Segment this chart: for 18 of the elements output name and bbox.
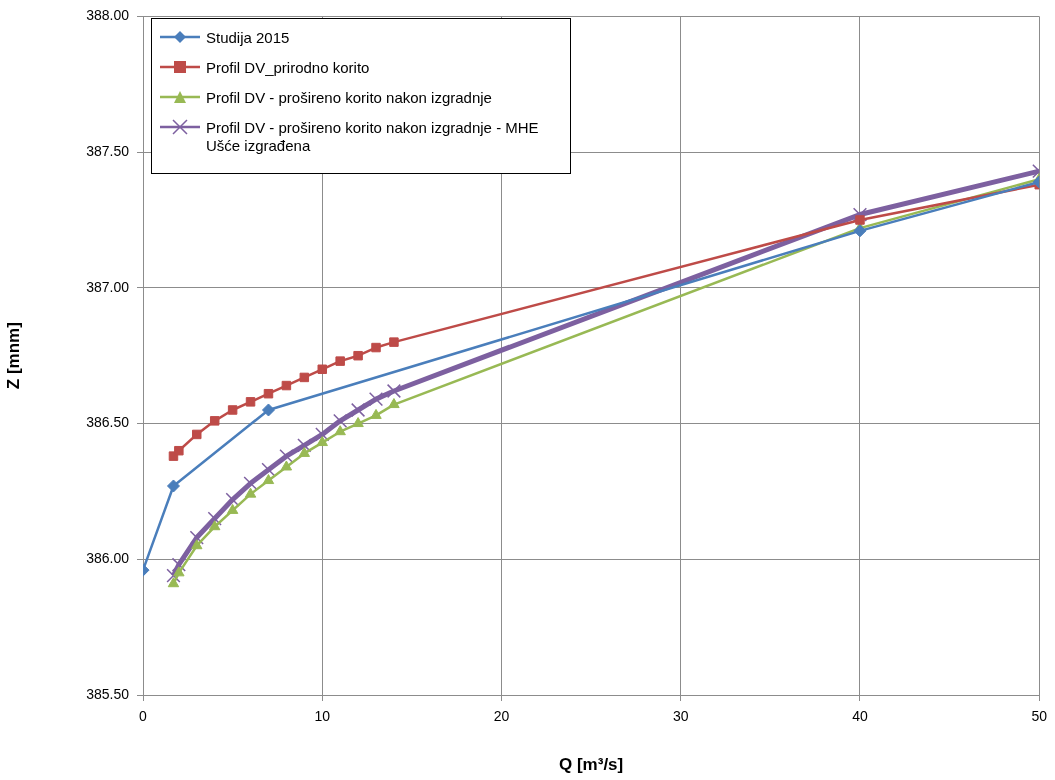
- legend-label: Studija 2015: [206, 29, 290, 48]
- legend-label: Profil DV - prošireno korito nakon izgradnje - MHE Ušće izgrađena: [206, 119, 540, 156]
- legend-label: Profil DV_prirodno korito: [206, 59, 370, 78]
- y-tick-label: 387.50: [86, 142, 130, 159]
- y-axis-title: Z [mnm]: [3, 322, 23, 390]
- x-tick-label: 0: [139, 708, 148, 725]
- x-tick-label: 30: [672, 708, 689, 725]
- legend-label: Profil DV - prošireno korito nakon izgradnje: [206, 89, 492, 108]
- y-tick-label: 386.00: [86, 550, 130, 567]
- x-tick-label: 40: [852, 708, 868, 725]
- x-tick-label: 10: [314, 708, 331, 725]
- y-tick-label: 388.00: [86, 7, 130, 24]
- y-tick-label: 385.50: [86, 685, 130, 702]
- y-tick-label: 387.00: [86, 278, 130, 295]
- x-axis-title: Q [m³/s]: [558, 755, 624, 775]
- x-tick-label: 50: [1031, 708, 1048, 725]
- y-tick-label: 386.50: [86, 414, 130, 431]
- x-tick-label: 20: [493, 708, 510, 725]
